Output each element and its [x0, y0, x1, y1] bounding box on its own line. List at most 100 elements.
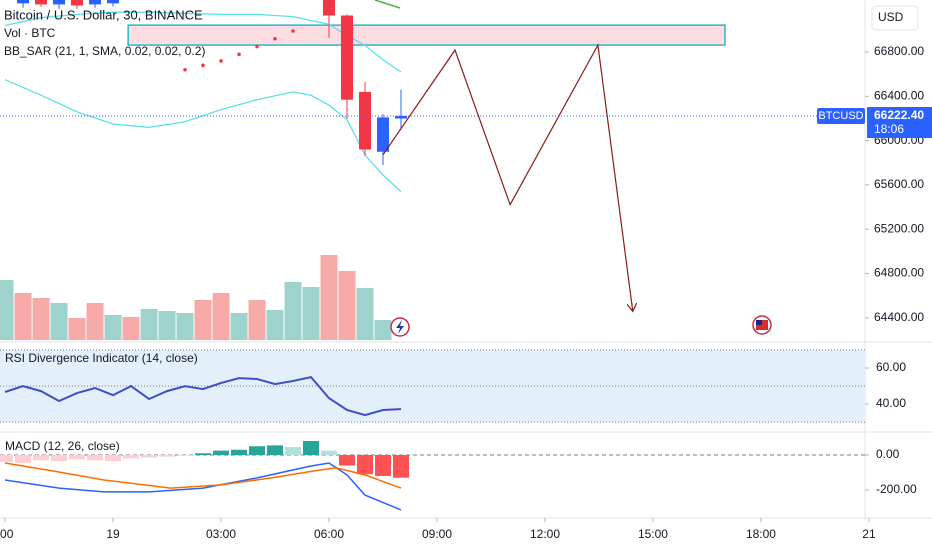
volume-bar: [68, 318, 86, 340]
legend: Bitcoin / U.S. Dollar, 30, BINANCE Vol ·…: [4, 7, 205, 453]
volume-bar: [320, 255, 338, 340]
highlight-zone: [127, 24, 726, 46]
y-tick-label: 66800.00: [874, 44, 924, 58]
x-tick-label: 21: [862, 527, 876, 541]
currency-button[interactable]: [871, 5, 919, 31]
macd-histogram-bar: [0, 454, 14, 462]
chart-title: Bitcoin / U.S. Dollar, 30, BINANCE: [4, 7, 203, 22]
macd-histogram-bar: [159, 454, 176, 457]
volume-bar: [104, 315, 122, 340]
projection-path: [382, 43, 633, 311]
macd-histogram-bar: [285, 447, 302, 455]
macd-histogram-bar: [303, 440, 320, 455]
sar-dot: [183, 67, 187, 72]
y-tick-label: 0.00: [876, 447, 900, 461]
x-tick-label: 15:00: [638, 527, 668, 541]
candle-body: [71, 0, 84, 6]
candle-body: [341, 15, 354, 100]
sar-dot: [291, 29, 295, 33]
candle-body: [359, 91, 372, 150]
y-tick-label: 40.00: [876, 396, 906, 410]
macd-line: [4, 462, 402, 489]
volume-bar: [140, 309, 158, 340]
macd-histogram-bar: [213, 450, 230, 455]
x-tick-label: 19: [106, 527, 120, 541]
macd-histogram-bar: [177, 454, 194, 456]
candle-body: [395, 116, 408, 119]
symbol-tag: [817, 108, 865, 125]
macd-histogram-bar: [339, 454, 356, 466]
x-tick-label: 18:00: [746, 527, 776, 541]
macd-histogram-bar: [123, 454, 140, 459]
macd-pane: [0, 440, 865, 511]
volume-bar: [32, 298, 50, 340]
sar-dot: [219, 59, 223, 63]
trend-drawing: [374, 0, 401, 9]
macd-histogram-bar: [321, 450, 338, 455]
y-tick-label: 66400.00: [874, 89, 924, 103]
y-tick-label: 60.00: [876, 360, 906, 374]
indicator-label: BB_SAR (21, 1, SMA, 0.02, 0.02, 0.2): [4, 44, 205, 58]
macd-histogram-bar: [267, 445, 284, 455]
volume-bar: [266, 310, 284, 340]
x-tick-label: :00: [0, 527, 14, 541]
volume-bar: [0, 280, 14, 340]
x-tick-label: 06:00: [314, 527, 344, 541]
macd-histogram-bar: [141, 454, 158, 458]
volume-bar: [284, 282, 302, 340]
price-label: 66222.40: [874, 108, 924, 122]
indicator-title: MACD (12, 26, close): [5, 439, 120, 453]
volume-bar: [248, 300, 266, 340]
volume-bar: [356, 288, 374, 340]
candle-body: [17, 0, 30, 4]
macd-histogram-bar: [69, 454, 86, 460]
rsi-line: [4, 375, 402, 417]
x-tick-label: 09:00: [422, 527, 452, 541]
price-tag: [867, 107, 932, 139]
macd-histogram-bar: [105, 454, 122, 462]
macd-histogram-bar: [15, 454, 32, 463]
sar-dot: [273, 36, 277, 41]
sar-dot: [255, 44, 259, 49]
macd-histogram-bar: [357, 454, 374, 475]
candle-body: [107, 0, 120, 4]
macd-histogram-bar: [195, 453, 212, 455]
sar-dot: [237, 52, 241, 57]
candle-body: [323, 0, 336, 16]
x-tick-label: 12:00: [530, 527, 560, 541]
symbol-label: BTCUSD: [818, 110, 863, 122]
macd-histogram-bar: [33, 454, 50, 461]
volume-bar: [50, 303, 68, 340]
y-tick-label: 64800.00: [874, 266, 924, 280]
volume-bar: [194, 300, 212, 340]
candle-body: [35, 0, 48, 5]
axes: :00 19 03:00 06:00 09:00 12:00 15:00 18:00 21 668…: [0, 44, 932, 541]
bollinger-band: [4, 11, 402, 73]
candle-body: [53, 0, 66, 5]
x-tick-label: 03:00: [206, 527, 236, 541]
macd-line: [4, 462, 402, 511]
volume-bar: [230, 313, 248, 340]
volume-bar: [86, 303, 104, 340]
macd-histogram-bar: [393, 454, 410, 478]
price-pane: [0, 0, 865, 340]
sar-dot: [201, 63, 205, 68]
volume-bar: [122, 317, 140, 340]
y-tick-label: -200.00: [876, 482, 917, 496]
macd-histogram-bar: [231, 449, 248, 455]
volume-bar: [338, 271, 356, 340]
macd-histogram-bar: [51, 454, 68, 462]
candle-body: [377, 117, 390, 152]
volume-bar: [302, 287, 320, 340]
y-tick-label: 65600.00: [874, 177, 924, 191]
bollinger-band: [4, 79, 402, 193]
volume-bar: [212, 293, 230, 340]
indicator-title: RSI Divergence Indicator (14, close): [5, 351, 198, 365]
y-tick-label: 65200.00: [874, 221, 924, 235]
lightning-icon: [390, 317, 410, 337]
indicator-label: Vol · BTC: [4, 26, 56, 40]
volume-bar: [158, 311, 176, 340]
currency-label: USD: [878, 10, 904, 24]
